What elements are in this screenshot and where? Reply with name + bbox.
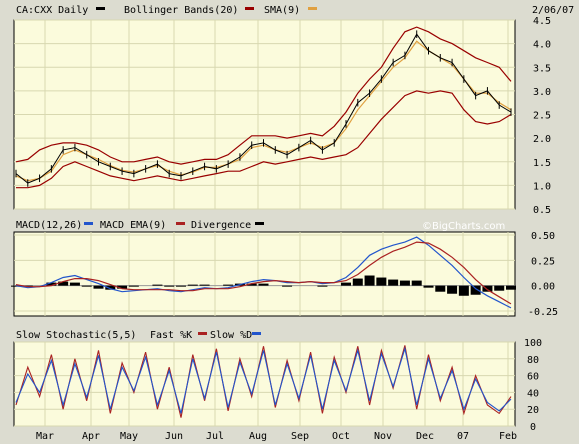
macd-tick-label: -0.25 (528, 307, 558, 318)
axis-ticks: Mar Apr May Jun Jul Aug Sep Oct Nov Dec 07 Feb 0.5 1.… (36, 16, 558, 442)
slow-d-legend-swatch (252, 332, 261, 335)
macd-line (15, 236, 512, 309)
price-tick-label: 1.5 (533, 158, 551, 169)
divergence-bar (411, 280, 422, 286)
divergence-bar (93, 285, 104, 289)
month-tick-label: Sep (291, 431, 309, 442)
price-tick-label: 0.5 (533, 205, 551, 216)
divergence-bar (105, 285, 116, 290)
divergence-bar (164, 285, 175, 287)
brand-bg (420, 219, 514, 231)
price-tick-label: 3.0 (533, 87, 551, 98)
bollinger-upper-line (15, 26, 512, 165)
bollinger-label: Bollinger Bands(20) (124, 5, 238, 16)
month-tick-label: Jun (165, 431, 183, 442)
month-tick-label: Nov (374, 431, 392, 442)
divergence-bar (58, 281, 69, 286)
month-tick-label: Mar (36, 431, 54, 442)
divergence-bar (494, 285, 505, 291)
macd-label: MACD(12,26) (16, 220, 82, 231)
bollinger-legend-swatch (245, 7, 254, 10)
fast-k-label: Fast %K (150, 330, 192, 341)
stochastic-tick-label: 60 (527, 372, 539, 383)
sma-label: SMA(9) (264, 5, 300, 16)
divergence-bar (223, 284, 234, 286)
slow-d-line (15, 346, 512, 414)
month-tick-label: Feb (499, 431, 517, 442)
price-legend-swatch (96, 7, 105, 10)
divergence-bar (506, 285, 516, 290)
month-tick-label: 07 (457, 431, 469, 442)
price-tick-label: 4.0 (533, 40, 551, 51)
fast-k-legend-swatch (198, 332, 207, 335)
divergence-bar (376, 277, 387, 286)
series-layer (11, 26, 516, 418)
price-tick-label: 1.0 (533, 181, 551, 192)
month-tick-label: Oct (332, 431, 350, 442)
divergence-legend-swatch (255, 222, 264, 225)
month-tick-label: Aug (249, 431, 267, 442)
month-tick-label: Dec (416, 431, 434, 442)
divergence-bar (423, 285, 434, 288)
macd-ema-line (15, 241, 512, 305)
divergence-label: Divergence (191, 220, 251, 231)
divergence-bar (482, 285, 493, 292)
divergence-bar (282, 285, 293, 287)
brand-label: ©BigCharts.com (422, 221, 505, 232)
macd-ema-label: MACD EMA(9) (100, 220, 166, 231)
divergence-bar (46, 282, 57, 286)
macd-ema-legend-swatch (176, 222, 185, 225)
price-line (15, 33, 512, 184)
date-label: 2/06/07 (532, 5, 574, 16)
divergence-bar (435, 285, 446, 292)
slow-d-label: Slow %D (210, 330, 252, 341)
stochastic-tick-label: 100 (524, 338, 542, 349)
divergence-bar (470, 285, 481, 295)
stochastic-tick-label: 40 (527, 388, 539, 399)
sma-legend-swatch (308, 7, 317, 10)
divergence-bar (69, 282, 80, 286)
divergence-bar (117, 285, 128, 289)
macd-legend-swatch (84, 222, 93, 225)
fast-k-line (15, 345, 512, 418)
divergence-bar (317, 285, 328, 287)
macd-tick-label: 0.00 (531, 282, 555, 293)
divergence-bar (199, 284, 210, 286)
month-tick-label: Jul (206, 431, 224, 442)
divergence-bar (341, 282, 351, 286)
divergence-bar (388, 279, 399, 286)
stochastic-label: Slow Stochastic(5,5) (16, 330, 136, 341)
divergence-bar (152, 284, 163, 286)
price-tick-label: 3.5 (533, 63, 551, 74)
price-tick-label: 2.0 (533, 134, 551, 145)
macd-panel (13, 231, 516, 317)
divergence-bar (399, 280, 410, 286)
bollinger-lower-line (16, 90, 512, 189)
divergence-bar (81, 285, 92, 287)
divergence-bar (258, 283, 269, 286)
divergence-bar (458, 285, 469, 296)
divergence-bar (364, 275, 375, 286)
stochastic-tick-label: 0 (530, 422, 536, 433)
macd-tick-label: 0.50 (531, 231, 555, 242)
price-tick-label: 4.5 (533, 16, 551, 27)
month-tick-label: May (120, 431, 138, 442)
divergence-bar (187, 284, 198, 286)
divergence-bar (128, 285, 139, 287)
macd-tick-label: 0.25 (531, 256, 555, 267)
divergence-bar (176, 285, 186, 287)
divergence-bar (246, 283, 257, 286)
stochastic-tick-label: 80 (527, 355, 539, 366)
divergence-bar (352, 278, 363, 286)
stochastic-tick-label: 20 (527, 405, 539, 416)
price-tick-label: 2.5 (533, 111, 551, 122)
symbol-label: CA:CXX Daily (16, 5, 88, 16)
month-tick-label: Apr (82, 431, 100, 442)
divergence-bar (447, 285, 458, 294)
